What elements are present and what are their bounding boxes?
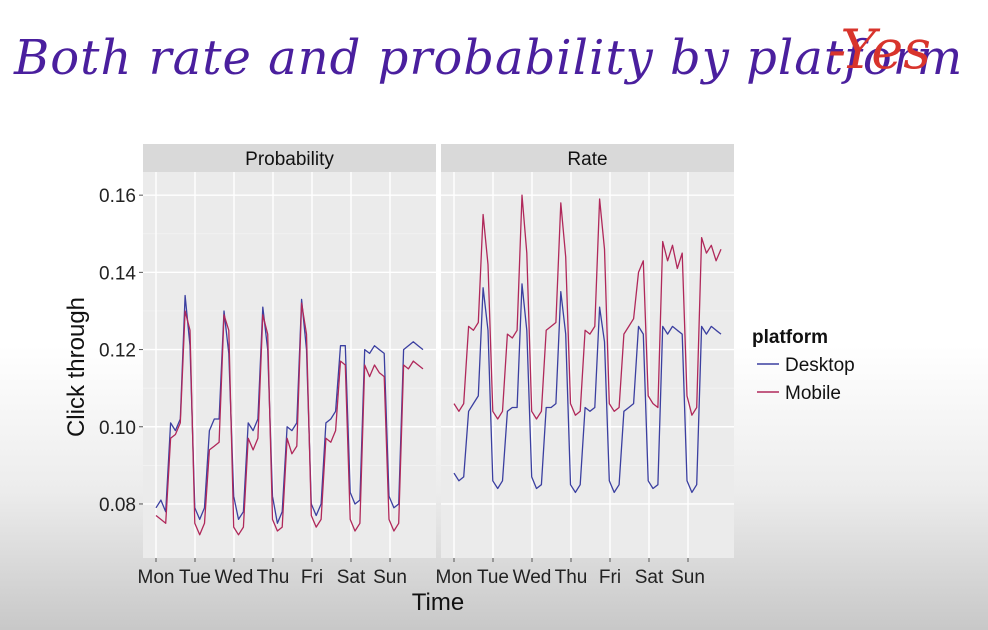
x-tick-label: Tue [477, 567, 509, 588]
facet-strip [143, 144, 436, 172]
y-tick-label: 0.12 [99, 341, 136, 362]
y-tick-label: 0.10 [99, 418, 136, 439]
x-tick-label: Sat [337, 567, 366, 588]
facet-strip-label: Rate [567, 149, 607, 170]
handwritten-answer: -Yes [828, 18, 931, 81]
y-tick-label: 0.16 [99, 186, 136, 207]
facet-strip-label: Probability [245, 149, 334, 170]
y-axis-title: Click through [63, 297, 90, 437]
panel-background [441, 172, 734, 558]
x-tick-label: Thu [555, 567, 588, 588]
legend: platform Desktop Mobile [752, 327, 855, 404]
x-tick-label: Wed [513, 567, 552, 588]
series-line-mobile [155, 302, 424, 536]
x-tick-label: Sat [635, 567, 664, 588]
x-axis-title: Time [412, 589, 464, 616]
x-tick-label: Mon [436, 567, 473, 588]
x-tick-label: Mon [138, 567, 175, 588]
handwritten-title: Both rate and probability by platform [14, 30, 964, 86]
panel-probability: Probability Mon Tue Wed Thu Fri Sat Sun [138, 144, 436, 588]
legend-label-mobile: Mobile [785, 383, 841, 404]
facet-strip [441, 144, 734, 172]
y-tick-label: 0.14 [99, 263, 136, 284]
x-tick-label: Fri [599, 567, 621, 588]
panel-rate: Rate Mon Tue Wed Thu Fri Sat Sun [436, 144, 734, 588]
series-line-desktop [155, 294, 424, 524]
x-tick-label: Wed [215, 567, 254, 588]
y-tick-label: 0.08 [99, 495, 136, 516]
x-tick-label: Sun [373, 567, 407, 588]
x-tick-label: Thu [257, 567, 290, 588]
x-tick-label: Tue [179, 567, 211, 588]
panel-background [143, 172, 436, 558]
legend-title: platform [752, 327, 828, 348]
legend-label-desktop: Desktop [785, 355, 855, 376]
x-tick-label: Sun [671, 567, 705, 588]
series-line-desktop [453, 283, 722, 494]
x-tick-label: Fri [301, 567, 323, 588]
series-line-mobile [453, 194, 722, 420]
